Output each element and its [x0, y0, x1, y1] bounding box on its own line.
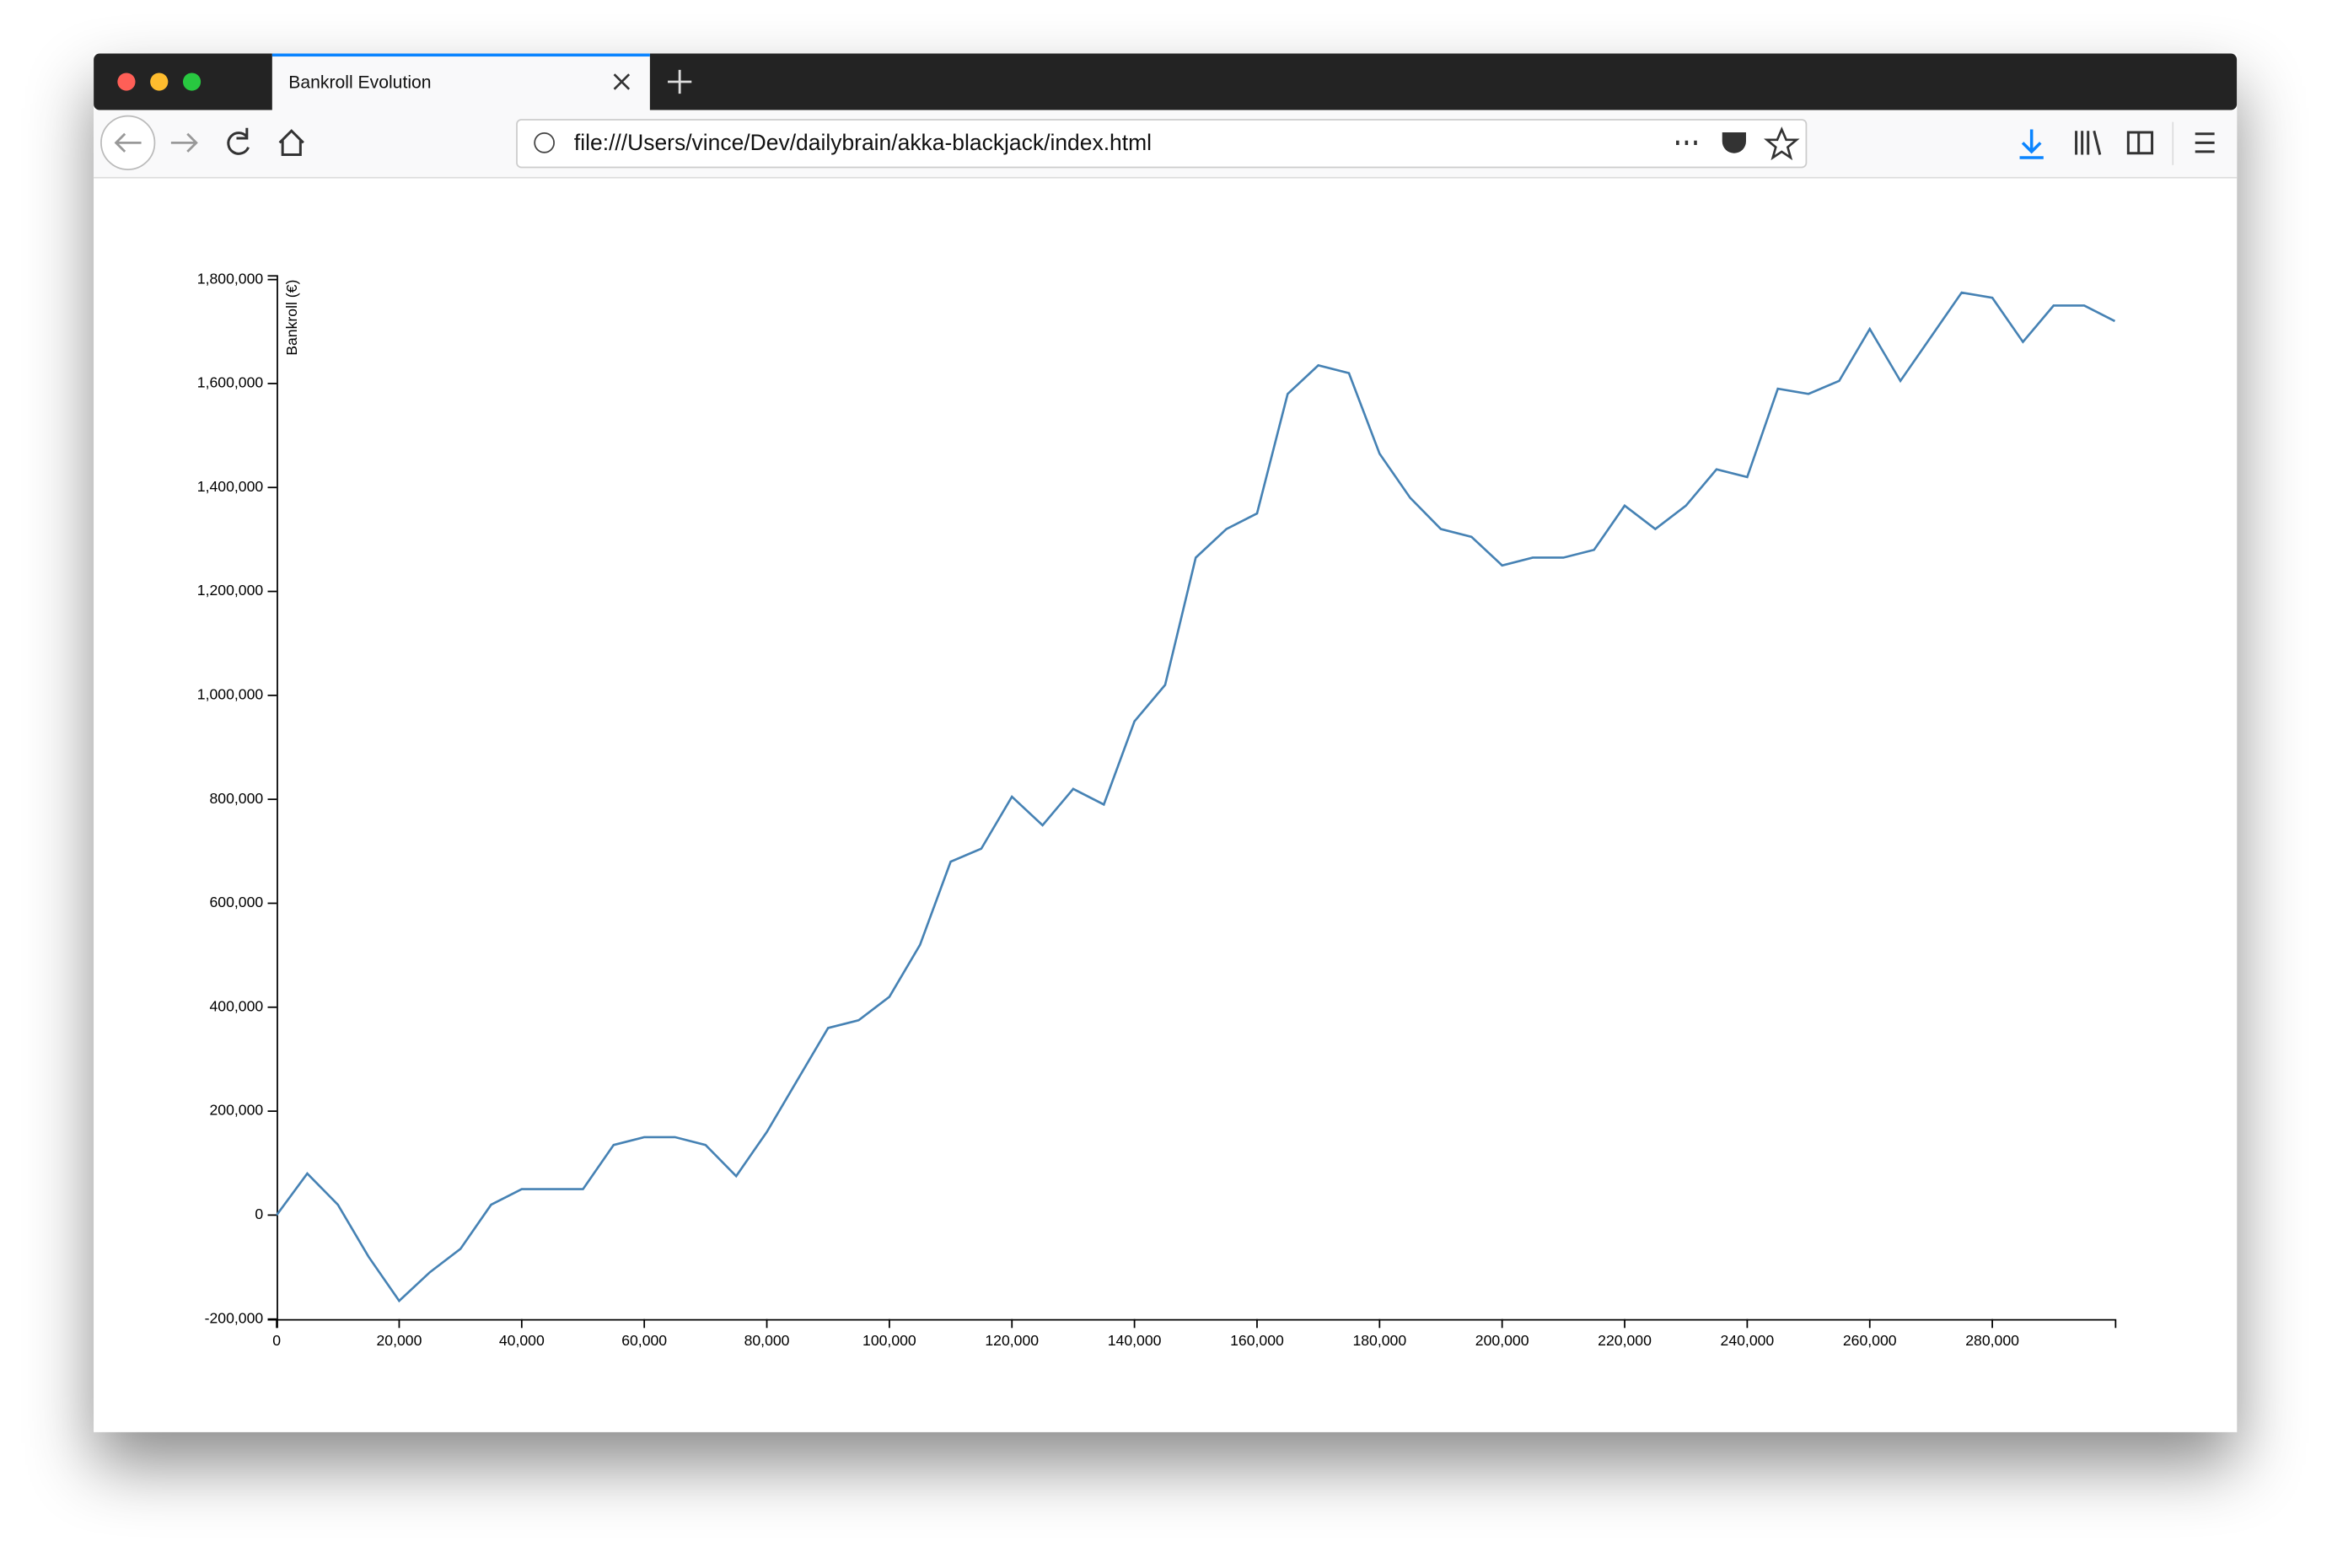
y-tick-label: 600,000 [210, 894, 264, 910]
x-tick-label: 180,000 [1352, 1332, 1406, 1349]
y-tick-label: 0 [255, 1206, 263, 1222]
info-icon[interactable] [534, 132, 555, 153]
sidebar-button[interactable] [2126, 131, 2154, 155]
tab-close[interactable] [613, 73, 631, 90]
pocket-icon[interactable] [1722, 132, 1746, 153]
x-tick-label: 0 [272, 1332, 281, 1349]
y-tick-label: 800,000 [210, 790, 264, 807]
x-tick-label: 80,000 [744, 1332, 790, 1349]
downloads-button[interactable] [2019, 129, 2044, 159]
y-tick-label: 400,000 [210, 997, 264, 1014]
tab[interactable]: Bankroll Evolution [271, 53, 650, 110]
x-tick-label: 40,000 [499, 1332, 545, 1349]
zoom-button[interactable] [182, 72, 201, 91]
y-tick-label: 1,000,000 [197, 686, 264, 703]
bookmark-star[interactable] [1764, 126, 1800, 161]
forward-button[interactable] [170, 132, 198, 153]
tab-title: Bankroll Evolution [288, 72, 431, 92]
data-line [276, 291, 2116, 1303]
tab-background [271, 53, 650, 110]
x-tick-label: 200,000 [1475, 1332, 1529, 1349]
x-tick-label: 280,000 [1965, 1332, 2019, 1349]
back-icon [114, 132, 142, 153]
y-tick-label: 1,400,000 [197, 478, 264, 495]
y-tick-label: 200,000 [210, 1102, 264, 1119]
x-tick-label: 20,000 [377, 1332, 422, 1349]
new-tab[interactable] [668, 69, 692, 94]
url-text: file:///Users/vince/Dev/dailybrain/akka-… [574, 130, 1152, 155]
x-tick-label: 120,000 [985, 1332, 1039, 1349]
y-axis-label: Bankroll (€) [283, 280, 300, 356]
minimize-button[interactable] [150, 72, 169, 91]
url-bar[interactable] [516, 119, 1808, 169]
window [94, 53, 2238, 1432]
x-tick-label: 100,000 [862, 1332, 916, 1349]
chart: Bankroll (€) -200,000 0 200,000 400,000 600,… [197, 270, 2117, 1349]
y-tick-label: 1,800,000 [197, 270, 264, 287]
y-tick-label: 1,200,000 [197, 582, 264, 599]
x-tick-label: 140,000 [1108, 1332, 1162, 1349]
tab-indicator [271, 53, 650, 57]
menu-button[interactable] [2195, 132, 2215, 153]
x-tick-label: 240,000 [1721, 1332, 1775, 1349]
library-button[interactable] [2075, 130, 2102, 155]
reload-button[interactable] [227, 127, 250, 155]
close-button[interactable] [117, 72, 136, 91]
x-tick-label: 60,000 [621, 1332, 667, 1349]
y-tick-label: -200,000 [205, 1309, 264, 1326]
y-tick-label: 1,600,000 [197, 374, 264, 391]
home-button[interactable] [278, 129, 304, 156]
x-tick-label: 260,000 [1843, 1332, 1897, 1349]
x-tick-label: 220,000 [1598, 1332, 1652, 1349]
x-tick-label: 160,000 [1230, 1332, 1284, 1349]
